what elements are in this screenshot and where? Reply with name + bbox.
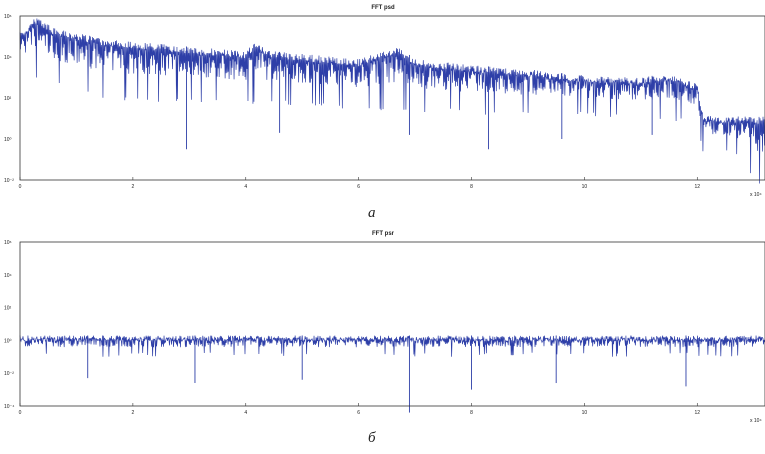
x-tick-label: 4 [244, 184, 247, 190]
x-tick-label: 2 [131, 184, 134, 190]
y-tick-label: 10² [4, 306, 12, 312]
chart-title: FFT psr [372, 231, 395, 237]
psd-trace [19, 18, 765, 184]
x-tick-label: 12 [694, 410, 700, 416]
y-tick-label: 10⁻² [4, 178, 14, 184]
caption-a: a [368, 205, 376, 221]
x-tick-label: 4 [244, 410, 247, 416]
chart-bottom: FFT psr 10⁶ 10⁴ 10² 10⁰ 10⁻² 10⁻⁴ 0 2 4 6 8 10 12 x… [4, 231, 765, 424]
psd-trace [19, 335, 765, 357]
chart-title: FFT psd [371, 5, 395, 11]
y-axis-labels: 10⁶ 10⁴ 10² 10⁰ 10⁻² 10⁻⁴ [4, 240, 14, 410]
x-tick-label: 0 [19, 410, 22, 416]
y-tick-label: 10⁴ [4, 273, 12, 279]
chart-top: FFT psd 10⁶ 10⁴ 10² 10⁰ 10⁻² 0 2 4 6 8 10 12 x 10⁴ [4, 5, 765, 198]
spectrum-series [19, 18, 765, 184]
x-multiplier-label: x 10⁴ [750, 192, 762, 198]
x-tick-label: 10 [582, 410, 588, 416]
y-tick-label: 10² [4, 96, 12, 102]
x-tick-label: 0 [19, 184, 22, 190]
y-tick-label: 10⁴ [4, 55, 12, 61]
x-tick-label: 8 [470, 184, 473, 190]
y-tick-label: 10⁰ [4, 137, 12, 143]
y-tick-label: 10⁶ [4, 240, 12, 246]
x-axis-ticks: 0 2 4 6 8 10 12 [19, 403, 700, 416]
x-tick-label: 6 [357, 184, 360, 190]
y-tick-label: 10⁻² [4, 371, 14, 377]
caption-b: б [368, 430, 376, 446]
x-axis-ticks: 0 2 4 6 8 10 12 [19, 177, 700, 190]
x-tick-label: 10 [582, 184, 588, 190]
y-tick-label: 10⁶ [4, 14, 12, 20]
x-tick-label: 2 [131, 410, 134, 416]
x-tick-label: 6 [357, 410, 360, 416]
x-multiplier-label: x 10⁴ [750, 418, 762, 424]
plot-frame [19, 241, 765, 407]
x-tick-label: 8 [470, 410, 473, 416]
spectrum-series [19, 335, 765, 413]
x-tick-label: 12 [694, 184, 700, 190]
plot-frame [19, 15, 765, 181]
y-axis-labels: 10⁶ 10⁴ 10² 10⁰ 10⁻² [4, 14, 14, 184]
y-tick-label: 10⁻⁴ [4, 404, 14, 410]
y-tick-label: 10⁰ [4, 338, 12, 344]
